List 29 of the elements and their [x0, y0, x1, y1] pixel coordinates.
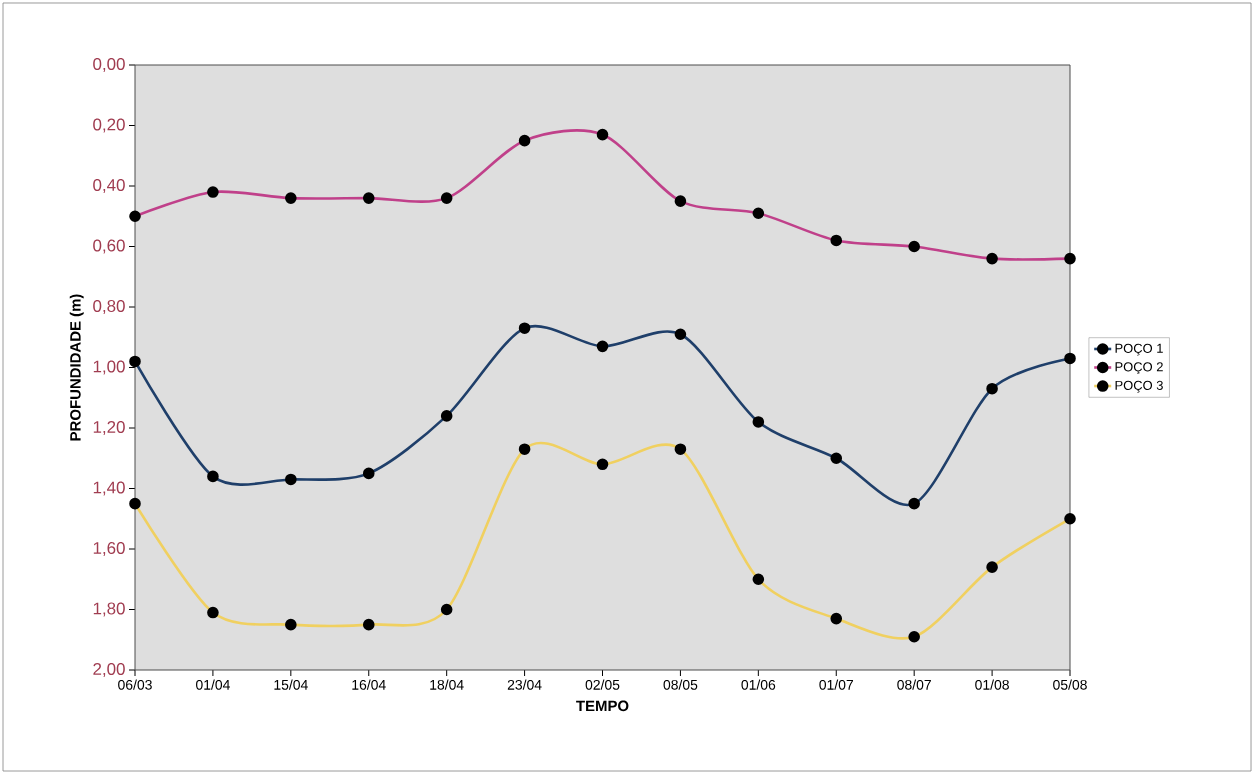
y-axis-title: PROFUNDIDADE (m) — [69, 294, 84, 441]
x-tick-label: 16/04 — [352, 679, 386, 690]
x-tick-label: 01/07 — [819, 679, 854, 690]
x-axis-title: TEMPO — [576, 700, 629, 712]
x-tick-label: 01/06 — [741, 679, 776, 690]
y-tick-label: 2,00 — [93, 663, 125, 678]
y-tick-label: 1,60 — [93, 542, 125, 557]
legend-label: POÇO 1 — [1115, 343, 1163, 356]
x-tick-label: 15/04 — [274, 679, 308, 690]
y-tick-label: 0,40 — [93, 179, 125, 193]
x-tick-label: 08/05 — [663, 679, 698, 690]
x-tick-label: 01/04 — [196, 679, 230, 690]
y-tick-label: 0,60 — [93, 239, 125, 254]
x-tick-label: 05/08 — [1053, 679, 1087, 690]
y-tick-label: 0,00 — [93, 58, 125, 72]
x-tick-label: 23/04 — [507, 679, 542, 690]
x-tick-label: 18/04 — [430, 679, 464, 690]
x-tick-label: 01/08 — [975, 679, 1009, 690]
x-tick-label: 06/03 — [118, 679, 152, 690]
x-tick-label: 08/07 — [897, 679, 931, 690]
y-tick-label: 0,80 — [93, 300, 125, 315]
y-tick-label: 1,80 — [93, 602, 125, 617]
x-tick-label: 02/05 — [585, 679, 620, 690]
legend-label: POÇO 3 — [1115, 380, 1163, 393]
y-tick-label: 1,20 — [93, 421, 125, 436]
legend-label: POÇO 2 — [1115, 362, 1163, 375]
y-tick-label: 1,40 — [93, 481, 125, 496]
y-tick-label: 0,20 — [93, 118, 125, 133]
y-tick-label: 1,00 — [93, 360, 125, 375]
